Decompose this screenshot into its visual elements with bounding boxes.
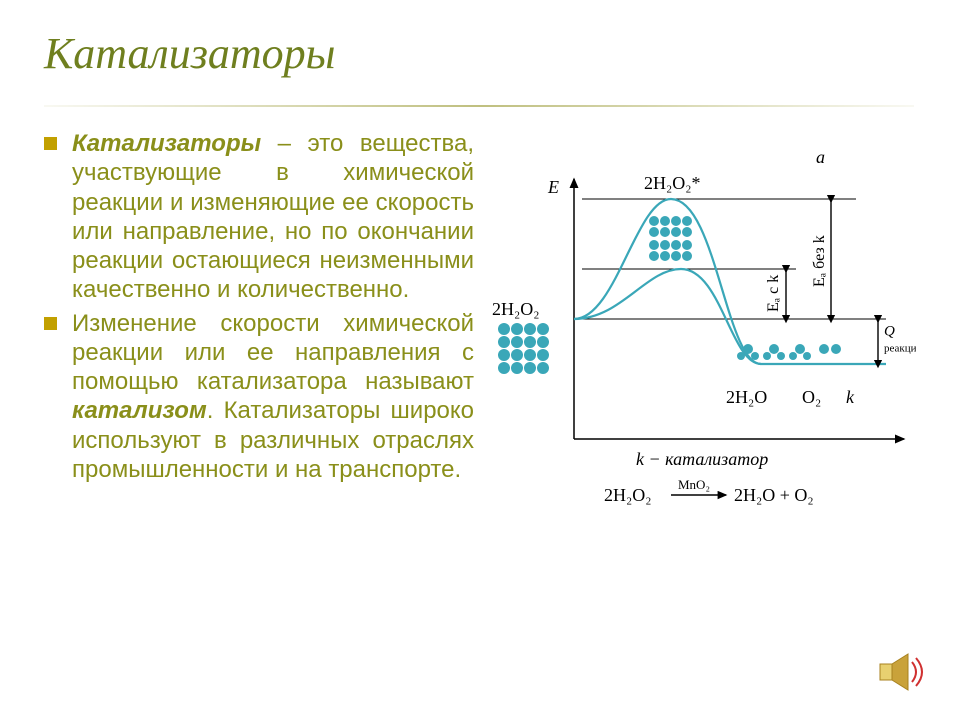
bullet-list: Катализаторы – это вещества, участвующие… — [44, 129, 474, 509]
title-underline — [44, 105, 914, 107]
svg-text:O₂: O₂ — [802, 387, 821, 407]
svg-text:k: k — [846, 387, 855, 407]
energy-diagram: Eа 2H₂O₂* 2H₂O₂ 2H₂O O₂ k Eₐ с k Eₐ без k Qреакц… — [486, 129, 916, 509]
svg-text:MnO₂: MnO₂ — [678, 477, 710, 492]
svg-text:2H₂O: 2H₂O — [726, 387, 767, 407]
page-title: Катализаторы — [44, 28, 916, 85]
bullet-icon — [44, 317, 57, 330]
svg-text:Q: Q — [884, 324, 895, 340]
svg-text:2H₂O₂: 2H₂O₂ — [604, 485, 652, 505]
svg-text:Eₐ без k: Eₐ без k — [811, 235, 828, 287]
svg-text:2H₂O + O₂: 2H₂O + O₂ — [734, 485, 814, 505]
list-item: Изменение скорости химической реакции ил… — [44, 309, 474, 485]
bullet-icon — [44, 137, 57, 150]
bullet-text: Изменение скорости химической реакции ил… — [72, 310, 474, 396]
svg-text:реакции: реакции — [884, 343, 916, 355]
speaker-icon — [874, 644, 930, 700]
svg-text:а: а — [816, 147, 825, 167]
svg-text:E: E — [547, 177, 559, 197]
list-item: Катализаторы – это вещества, участвующие… — [44, 129, 474, 305]
term-catalysis: катализом — [72, 397, 207, 424]
term-catalysts: Катализаторы — [72, 130, 261, 157]
svg-text:k − катализатор: k − катализатор — [636, 449, 768, 469]
svg-text:2H₂O₂*: 2H₂O₂* — [644, 173, 701, 193]
svg-text:2H₂O₂: 2H₂O₂ — [492, 299, 540, 319]
svg-text:Eₐ с k: Eₐ с k — [765, 275, 782, 312]
